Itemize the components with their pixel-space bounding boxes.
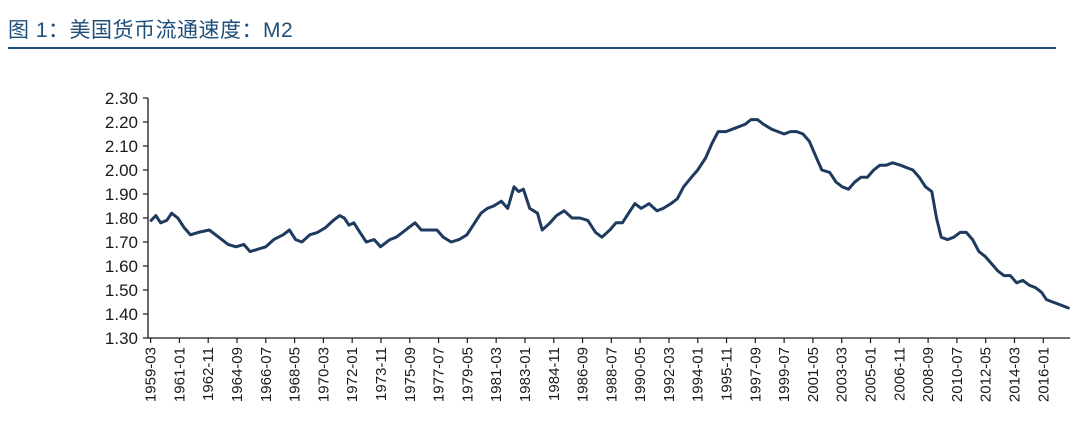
x-tick-label: 1988-07 — [603, 347, 620, 402]
x-tick-label: 1959-03 — [143, 347, 160, 402]
x-tick-label: 1994-01 — [690, 347, 707, 402]
x-tick-label: 1986-09 — [575, 347, 592, 402]
page-title: 图 1：美国货币流通速度：M2 — [8, 19, 294, 42]
x-tick-label: 1997-09 — [747, 347, 764, 402]
x-tick-label: 1979-05 — [459, 347, 476, 402]
x-tick-label: 1964-09 — [229, 347, 246, 402]
y-tick-label: 2.30 — [105, 89, 138, 108]
x-tick-label: 2016-01 — [1035, 347, 1052, 402]
y-tick-label: 1.50 — [105, 281, 138, 300]
x-tick-label: 1990-05 — [632, 347, 649, 402]
x-tick-label: 1977-07 — [431, 347, 448, 402]
y-tick-label: 1.80 — [105, 209, 138, 228]
x-tick-label: 1983-01 — [517, 347, 534, 402]
x-tick-label: 1999-07 — [776, 347, 793, 402]
x-tick-label: 1968-05 — [287, 347, 304, 402]
x-tick-label: 2006-11 — [891, 347, 908, 401]
series-group — [149, 118, 1070, 310]
y-tick-label: 1.30 — [105, 329, 138, 348]
y-tick-label: 1.90 — [105, 185, 138, 204]
y-tick-label: 2.10 — [105, 137, 138, 156]
x-tick-label: 2008-09 — [920, 347, 937, 402]
y-tick-label: 1.70 — [105, 233, 138, 252]
series-line-m2-velocity — [149, 118, 1070, 310]
x-tick-label: 2003-03 — [834, 347, 851, 402]
y-tick-label: 1.40 — [105, 305, 138, 324]
x-tick-label: 1984-11 — [546, 347, 563, 401]
y-tick-label: 2.20 — [105, 113, 138, 132]
x-tick-label: 2014-03 — [1007, 347, 1024, 402]
x-tick-label: 2012-05 — [978, 347, 995, 402]
x-tick-label: 2010-07 — [949, 347, 966, 402]
x-tick-label: 1966-07 — [258, 347, 275, 402]
x-tick-label: 1962-11 — [200, 347, 217, 401]
x-tick-label: 1975-09 — [402, 347, 419, 402]
x-tick-label: 1992-03 — [661, 347, 678, 402]
title-divider — [8, 47, 1056, 49]
x-tick-label: 1973-11 — [373, 347, 390, 401]
x-tick-label: 1970-03 — [315, 347, 332, 402]
x-tick-label: 1995-11 — [719, 347, 736, 401]
x-tick-label: 1961-01 — [171, 347, 188, 402]
x-tick-label: 1972-01 — [344, 347, 361, 402]
x-tick-label: 2005-01 — [863, 347, 880, 402]
x-tick-label: 2001-05 — [805, 347, 822, 402]
y-tick-label: 2.00 — [105, 161, 138, 180]
x-tick-label: 1981-03 — [488, 347, 505, 402]
x-axis: 1959-03 1961-01 1962-11 1964-09 1966-07 1968-… — [143, 337, 1070, 402]
y-axis: 2.30 2.20 2.10 2.00 1.90 1.80 1.70 1.60 1.50 1.40… — [105, 89, 149, 348]
y-tick-label: 1.60 — [105, 257, 138, 276]
